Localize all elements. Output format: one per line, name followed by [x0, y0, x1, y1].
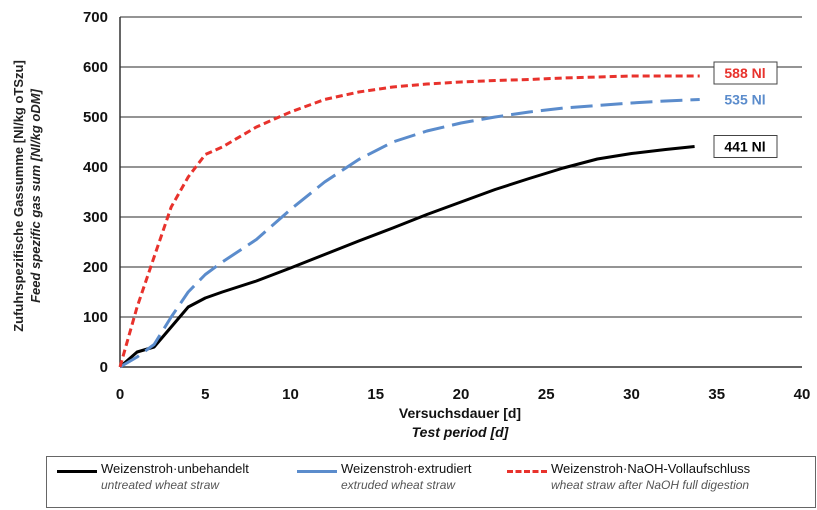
x-tick-15: 15 [367, 386, 384, 403]
series-lines [118, 74, 700, 369]
legend-sublabel-untreated: untreated wheat straw [101, 478, 220, 492]
x-tick-35: 35 [708, 386, 725, 403]
x-tick-0: 0 [116, 386, 124, 403]
y-tick-600: 600 [83, 59, 108, 76]
x-tick-30: 30 [623, 386, 640, 403]
legend-swatch-naoh [507, 470, 547, 473]
y-tick-300: 300 [83, 209, 108, 226]
end-label-box-naoh [713, 61, 778, 85]
legend-label-extruded: Weizenstroh·extrudiert [341, 461, 472, 476]
x-axis-label-en: Test period [d] [412, 424, 510, 440]
y-tick-500: 500 [83, 109, 108, 126]
y-tick-labels: 0 100 200 300 400 500 600 700 [83, 9, 108, 376]
x-tick-20: 20 [453, 386, 470, 403]
legend-label-untreated: Weizenstroh·unbehandelt [101, 461, 249, 476]
end-label-naoh: 588 Nl [713, 61, 778, 85]
x-tick-40: 40 [794, 386, 811, 403]
y-axis-label: Zufuhrspezifische Gassumme [Nl/kg oTSzu] [11, 60, 26, 332]
end-labels: 441 Nl 535 Nl 588 Nl [713, 61, 778, 158]
x-tick-5: 5 [201, 386, 209, 403]
y-axis-label-en: Feed spezific gas sum [Nl/kg oDM] [28, 88, 43, 302]
x-tick-25: 25 [538, 386, 555, 403]
y-tick-0: 0 [100, 359, 108, 376]
gridlines [119, 16, 802, 368]
y-tick-200: 200 [83, 259, 108, 276]
legend-sublabel-naoh: wheat straw after NaOH full digestion [551, 478, 750, 492]
series-line-extruded [119, 98, 700, 369]
x-tick-10: 10 [282, 386, 299, 403]
y-tick-700: 700 [83, 9, 108, 26]
end-label-untreated: 441 Nl [713, 135, 778, 158]
y-tick-400: 400 [83, 159, 108, 176]
end-label-text-naoh: 588 Nl [724, 65, 765, 81]
end-label-extruded: 535 Nl [724, 92, 765, 108]
end-label-text-untreated: 441 Nl [724, 139, 765, 155]
x-axis-label: Versuchsdauer [d] [399, 405, 521, 421]
y-tick-100: 100 [83, 309, 108, 326]
legend-sublabel-extruded: extruded wheat straw [341, 478, 456, 492]
series-line-untreated [119, 145, 695, 369]
legend: Weizenstroh·unbehandelt untreated wheat … [46, 456, 816, 508]
end-label-text-extruded: 535 Nl [724, 92, 765, 108]
x-tick-labels: 0 5 10 15 20 25 30 35 40 [116, 386, 811, 403]
legend-swatch-untreated [57, 470, 97, 473]
series-line-naoh [118, 74, 700, 368]
legend-label-naoh: Weizenstroh·NaOH-Vollaufschluss [551, 461, 751, 476]
legend-swatch-extruded [297, 470, 337, 473]
end-label-box-untreated [713, 135, 778, 158]
